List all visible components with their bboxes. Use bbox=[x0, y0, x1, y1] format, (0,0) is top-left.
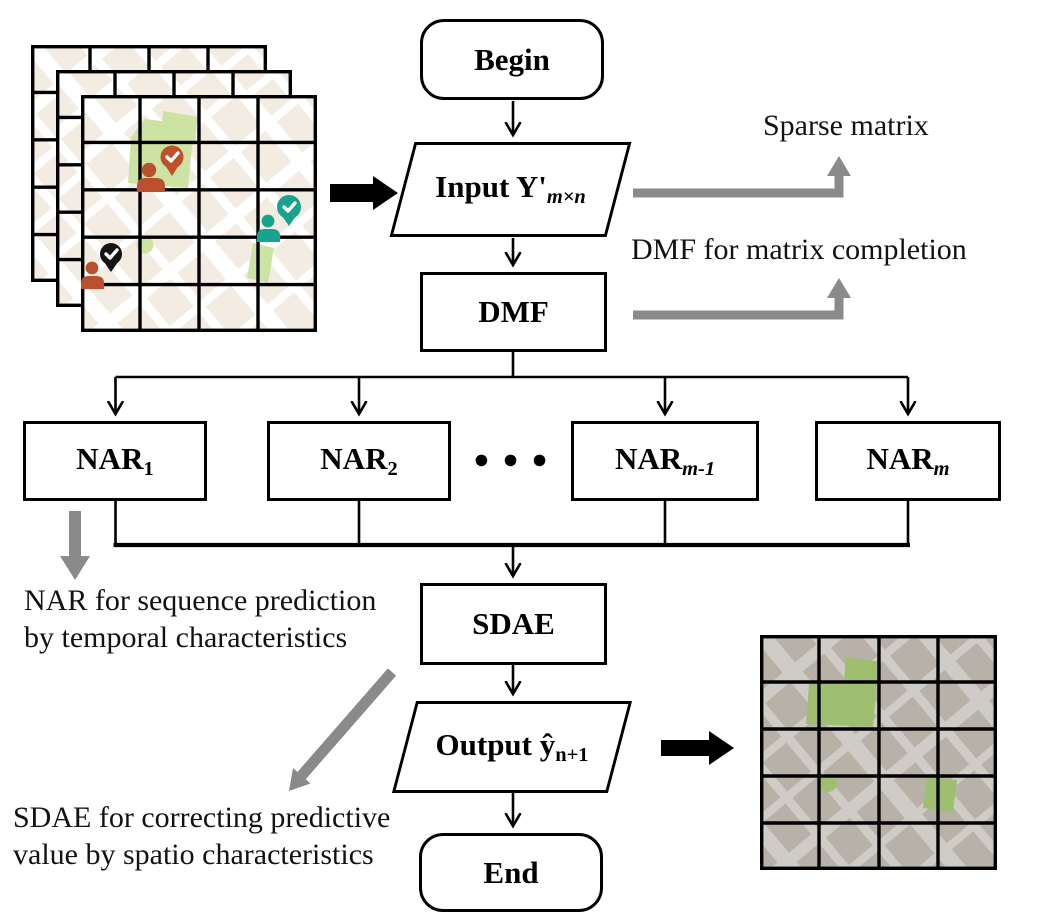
nar-ellipsis: ● ● ● bbox=[473, 444, 551, 474]
node-input-label: Input Y'm×n bbox=[435, 169, 586, 209]
node-input: Input Y'm×n bbox=[389, 142, 632, 237]
branch-line-dmf bbox=[115, 352, 908, 379]
person-icon-orange bbox=[137, 162, 165, 192]
person-icon-orange-2 bbox=[81, 261, 104, 289]
annotation-nar-note: NAR for sequence prediction by temporal … bbox=[24, 582, 376, 656]
gray-arrow-sparse-matrix bbox=[633, 174, 844, 198]
location-pin-icon-orange bbox=[160, 145, 184, 176]
location-pin-icon-teal bbox=[277, 195, 301, 226]
gray-arrowhead-dmf bbox=[827, 278, 851, 298]
node-output-label: Output ŷn+1 bbox=[435, 726, 589, 767]
annotation-sparse-matrix: Sparse matrix bbox=[763, 109, 929, 142]
node-nar2-label: NAR2 bbox=[320, 440, 398, 481]
node-nar1-label: NAR1 bbox=[76, 440, 154, 481]
node-nar-m: NARm bbox=[815, 421, 1001, 501]
gray-arrow-dmf-completion bbox=[633, 296, 844, 320]
collect-drops bbox=[114, 501, 910, 543]
gray-arrow-sdae-note bbox=[297, 668, 397, 780]
input-maps-stack bbox=[28, 42, 320, 334]
person-icon-teal bbox=[257, 214, 280, 242]
gray-annotation-arrows bbox=[60, 156, 851, 791]
black-arrow-maps-to-input bbox=[330, 176, 398, 210]
location-pin-icon-black bbox=[100, 243, 122, 272]
gray-arrowhead-nar bbox=[60, 556, 90, 580]
annotation-sdae-note: SDAE for correcting predictive value by … bbox=[13, 799, 390, 873]
node-end: End bbox=[419, 833, 603, 912]
node-begin: Begin bbox=[420, 19, 604, 100]
flow-connectors bbox=[114, 101, 911, 825]
annotation-sdae-note-line1: SDAE for correcting predictive bbox=[13, 801, 391, 834]
black-arrow-output-to-map bbox=[661, 731, 734, 765]
node-output: Output ŷn+1 bbox=[391, 701, 633, 793]
node-nar-m-label: NARm bbox=[866, 440, 950, 481]
annotation-nar-note-line1: NAR for sequence prediction bbox=[24, 584, 377, 617]
node-sdae: SDAE bbox=[420, 583, 607, 665]
node-begin-label: Begin bbox=[474, 41, 550, 77]
annotation-dmf-completion: DMF for matrix completion bbox=[631, 233, 967, 266]
output-map-grid bbox=[760, 635, 997, 870]
node-dmf: DMF bbox=[420, 272, 607, 352]
node-nar-m1: NARm-1 bbox=[571, 421, 759, 501]
gray-arrowhead-sparse bbox=[827, 156, 851, 176]
annotation-sdae-note-line2: value by spatio characteristics bbox=[13, 838, 374, 871]
annotation-nar-note-line2: by temporal characteristics bbox=[24, 621, 348, 654]
node-sdae-label: SDAE bbox=[472, 606, 555, 641]
gray-arrowhead-sdae bbox=[289, 768, 311, 791]
park-areas-output bbox=[806, 657, 957, 812]
map-layer-front bbox=[28, 42, 320, 334]
output-map bbox=[760, 635, 997, 870]
node-dmf-label: DMF bbox=[478, 294, 549, 329]
node-nar2: NAR2 bbox=[267, 421, 451, 501]
node-end-label: End bbox=[483, 854, 539, 890]
node-nar1: NAR1 bbox=[23, 421, 207, 501]
node-nar-m1-label: NARm-1 bbox=[614, 440, 716, 481]
